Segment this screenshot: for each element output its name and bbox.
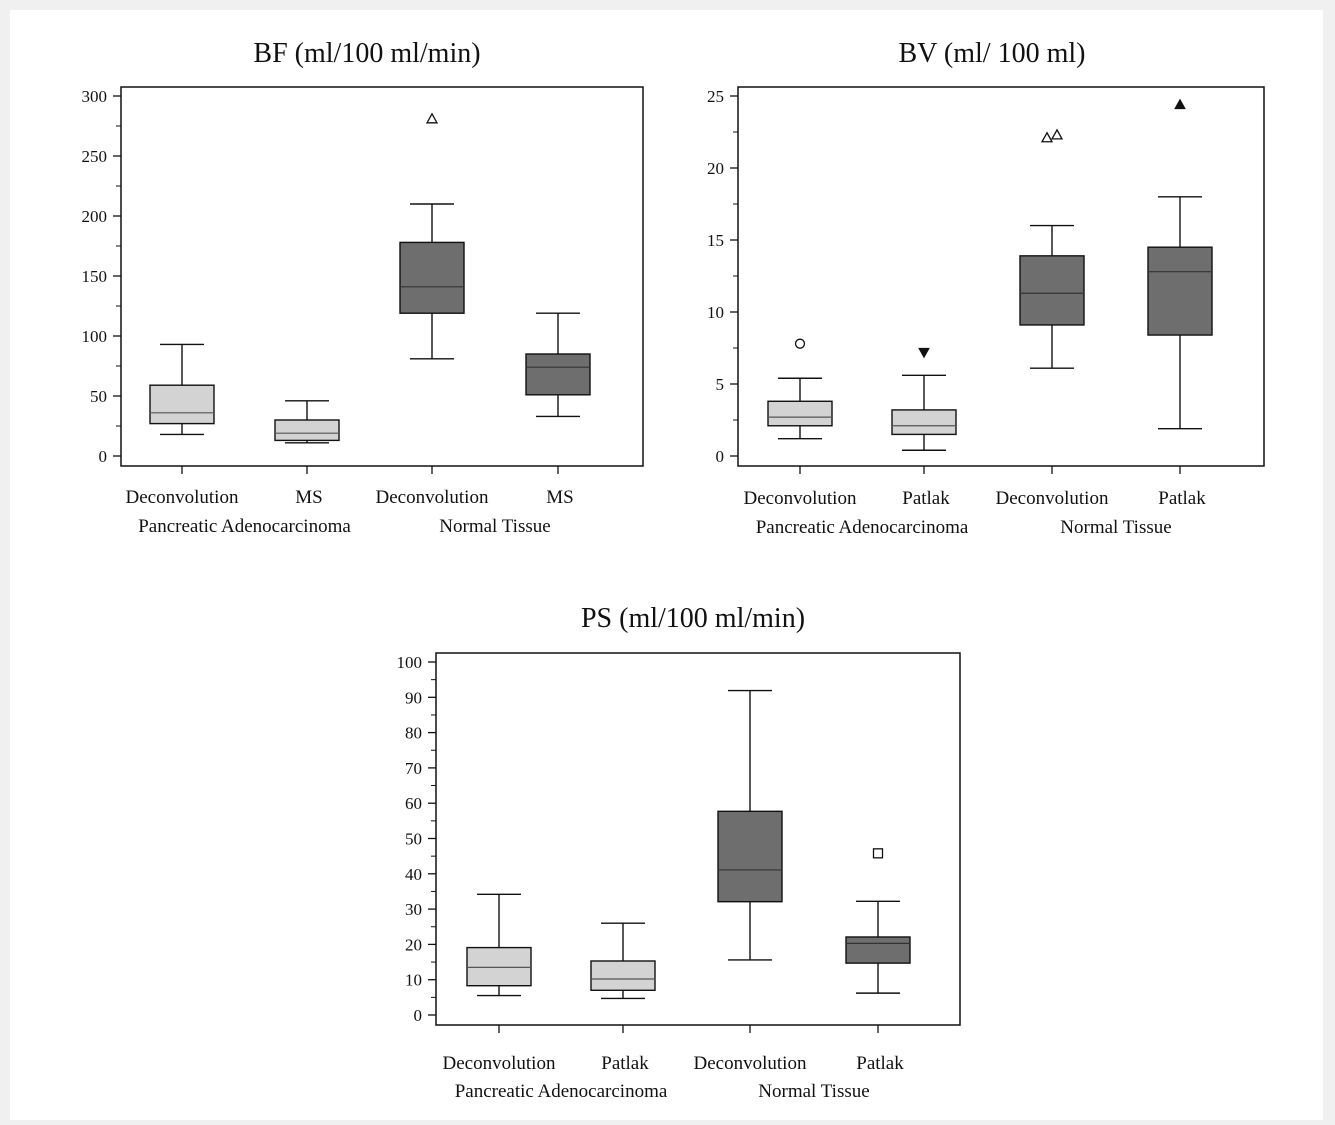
chart-title: BV (ml/ 100 ml) xyxy=(899,38,1086,69)
box-2 xyxy=(399,112,465,360)
chart-title: PS (ml/100 ml/min) xyxy=(581,603,805,634)
y-tick-label: 20 xyxy=(405,935,422,954)
outlier-marker-1-0-0 xyxy=(794,338,806,349)
box-0 xyxy=(767,338,833,440)
chart-2: PS (ml/100 ml/min) 0 10 20 30 40 50 60 70 80 90 100… xyxy=(397,603,961,1102)
x-category-label: Patlak xyxy=(1158,488,1206,509)
x-group-label: Pancreatic Adenocarcinoma xyxy=(455,1081,668,1102)
x-category-label: Deconvolution xyxy=(996,488,1109,509)
y-tick-label: 60 xyxy=(405,794,422,813)
x-group-label: Normal Tissue xyxy=(439,516,550,537)
box-3 xyxy=(1147,98,1213,430)
box-2 xyxy=(1019,128,1085,369)
y-tick-label: 0 xyxy=(716,447,725,466)
y-tick-label: 70 xyxy=(405,759,422,778)
y-tick-label: 80 xyxy=(405,724,422,743)
box-rect xyxy=(149,384,215,425)
x-category-label: Deconvolution xyxy=(744,488,857,509)
y-tick-label: 0 xyxy=(99,447,108,466)
box-rect xyxy=(525,353,591,396)
y-tick-label: 90 xyxy=(405,688,422,707)
box-plot-figure: BF (ml/100 ml/min)050100150200250300Deco… xyxy=(82,38,1265,1102)
y-tick-label: 50 xyxy=(405,830,422,849)
box-rect xyxy=(717,810,783,903)
box-rect xyxy=(274,419,340,442)
outlier-marker-1-3-0 xyxy=(1174,98,1186,110)
y-tick-label: 50 xyxy=(90,387,107,406)
y-tick-label: 5 xyxy=(716,375,725,394)
figure-frame: BF (ml/100 ml/min) 0 50 100 150 200 250 300 Deco… xyxy=(10,10,1323,1120)
box-rect xyxy=(1147,246,1213,336)
box-0 xyxy=(466,893,532,997)
chart-0: BF (ml/100 ml/min) 0 50 100 150 200 250 300 Deco… xyxy=(82,38,644,537)
outlier-marker-1-2-1 xyxy=(1050,128,1064,140)
x-category-label: Patlak xyxy=(902,488,950,509)
box-1 xyxy=(274,400,340,444)
x-category-label: Deconvolution xyxy=(126,487,239,508)
x-category-label: Deconvolution xyxy=(376,487,489,508)
x-category-label: Patlak xyxy=(856,1053,904,1074)
y-tick-label: 25 xyxy=(707,87,724,106)
y-tick-label: 0 xyxy=(414,1006,423,1025)
x-category-label: Deconvolution xyxy=(694,1053,807,1074)
y-tick-label: 10 xyxy=(405,971,422,990)
chart-1: BV (ml/ 100 ml) 0 5 10 15 20 25 Deconvolution Pa… xyxy=(707,38,1265,538)
x-group-label: Pancreatic Adenocarcinoma xyxy=(756,517,969,538)
y-tick-label: 300 xyxy=(82,87,108,106)
outlier-marker-1-1-0 xyxy=(918,347,930,359)
box-1 xyxy=(891,347,957,451)
box-2 xyxy=(717,689,783,961)
box-rect xyxy=(399,241,465,314)
y-tick-label: 100 xyxy=(397,653,423,672)
x-category-label: Patlak xyxy=(601,1053,649,1074)
y-tick-label: 15 xyxy=(707,231,724,250)
y-tick-label: 40 xyxy=(405,865,422,884)
x-group-label: Pancreatic Adenocarcinoma xyxy=(138,516,351,537)
box-rect xyxy=(845,936,911,964)
outlier-marker-2-3-0 xyxy=(872,848,884,859)
y-tick-label: 200 xyxy=(82,207,108,226)
box-1 xyxy=(590,922,656,1000)
box-rect xyxy=(590,960,656,991)
box-3 xyxy=(845,848,911,994)
box-3 xyxy=(525,312,591,418)
box-rect xyxy=(466,946,532,987)
y-tick-label: 250 xyxy=(82,147,108,166)
x-category-label: MS xyxy=(295,487,322,508)
y-tick-label: 20 xyxy=(707,159,724,178)
y-tick-label: 150 xyxy=(82,267,108,286)
x-category-label: Deconvolution xyxy=(443,1053,556,1074)
x-group-label: Normal Tissue xyxy=(1060,517,1171,538)
box-rect xyxy=(767,400,833,427)
box-rect xyxy=(1019,255,1085,326)
outlier-marker-0-2-0 xyxy=(425,112,439,124)
y-tick-label: 10 xyxy=(707,303,724,322)
y-tick-label: 30 xyxy=(405,900,422,919)
outlier-marker-1-2-0 xyxy=(1040,131,1054,143)
box-rect xyxy=(891,409,957,436)
x-category-label: MS xyxy=(546,487,573,508)
y-tick-label: 100 xyxy=(82,327,108,346)
chart-title: BF (ml/100 ml/min) xyxy=(253,38,480,69)
x-group-label: Normal Tissue xyxy=(758,1081,869,1102)
box-0 xyxy=(149,343,215,436)
